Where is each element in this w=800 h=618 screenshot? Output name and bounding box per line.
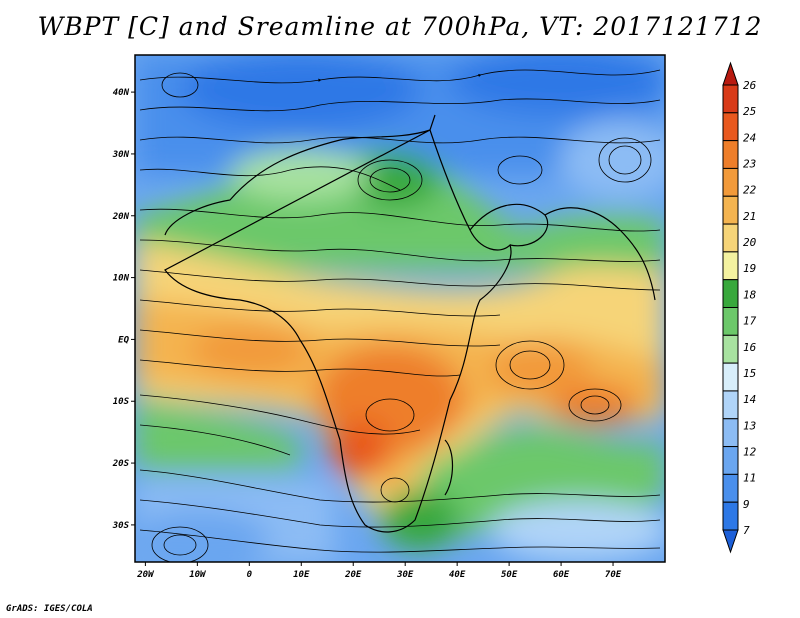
colorbar-box bbox=[722, 195, 739, 225]
colorbar-label: 21 bbox=[743, 210, 756, 223]
lat-tick-label: 30N bbox=[112, 150, 130, 160]
coastlines bbox=[164, 114, 656, 533]
lat-tick-label: 20S bbox=[112, 459, 130, 469]
colorbar-box bbox=[722, 446, 739, 475]
colorbar-box bbox=[722, 279, 739, 308]
lon-tick-label: 10E bbox=[293, 570, 310, 580]
colorbar-box bbox=[722, 418, 739, 448]
wbpt-shading bbox=[135, 55, 665, 562]
colorbar-top-arrow bbox=[722, 61, 739, 86]
lon-tick-label: 70E bbox=[605, 570, 622, 580]
colorbar-box bbox=[722, 501, 739, 531]
colorbar-label: 22 bbox=[743, 184, 757, 197]
colorbar-label: 16 bbox=[743, 341, 757, 354]
lat-tick-label: EQ bbox=[118, 335, 129, 345]
lon-tick-label: 40E bbox=[449, 570, 466, 580]
colorbar-label: 14 bbox=[743, 393, 756, 406]
colorbar: 26 25 24 23 22 21 20 19 18 17 16 15 14 13 12 11 9 7 bbox=[722, 61, 757, 554]
colorbar-box bbox=[722, 140, 739, 169]
colorbar-label: 25 bbox=[743, 105, 756, 118]
lon-tick-label: 0 bbox=[247, 570, 253, 580]
colorbar-label: 11 bbox=[743, 472, 756, 485]
colorbar-label: 9 bbox=[743, 498, 750, 511]
lat-tick-label: 30S bbox=[112, 521, 130, 531]
colorbar-box bbox=[722, 251, 739, 281]
colorbar-label: 26 bbox=[743, 79, 757, 92]
lon-tick-label: 20E bbox=[344, 570, 362, 580]
colorbar-box bbox=[722, 84, 739, 114]
lat-tick-label: 40N bbox=[113, 88, 130, 98]
lon-tick-label: 50E bbox=[501, 570, 518, 580]
colorbar-box bbox=[722, 362, 739, 392]
lon-tick-label: 20W bbox=[136, 570, 155, 580]
colorbar-label: 17 bbox=[743, 315, 757, 328]
lat-tick-label: 10N bbox=[113, 274, 130, 284]
colorbar-label: 20 bbox=[743, 236, 757, 249]
colorbar-label: 7 bbox=[743, 524, 750, 537]
colorbar-label: 15 bbox=[743, 367, 756, 380]
streamlines bbox=[139, 69, 661, 562]
longitude-axis: 20W 10W 0 10E 20E 30E 40E 50E 60E 70E bbox=[136, 562, 622, 580]
lat-tick-label: 20N bbox=[112, 212, 130, 222]
colorbar-label: 24 bbox=[743, 131, 756, 144]
colorbar-box bbox=[722, 334, 739, 364]
colorbar-box bbox=[722, 390, 739, 420]
grads-footer: GrADS: IGES/COLA bbox=[6, 604, 93, 614]
lon-tick-label: 60E bbox=[553, 570, 570, 580]
colorbar-label: 12 bbox=[743, 445, 757, 458]
lat-tick-label: 10S bbox=[113, 397, 130, 407]
colorbar-bottom-arrow bbox=[722, 529, 739, 554]
lon-tick-label: 30E bbox=[396, 570, 414, 580]
colorbar-box bbox=[722, 473, 739, 503]
map-title: WBPT [C] and Sreamline at 700hPa, VT: 20… bbox=[37, 12, 763, 41]
colorbar-label: 19 bbox=[743, 262, 756, 275]
colorbar-box bbox=[722, 307, 739, 336]
lon-tick-label: 10W bbox=[189, 570, 207, 580]
map-frame bbox=[134, 54, 666, 563]
latitude-axis: 40N 30N 20N 10N EQ 10S 20S 30S bbox=[112, 88, 135, 531]
colorbar-box bbox=[722, 112, 739, 142]
colorbar-label: 13 bbox=[743, 419, 756, 432]
colorbar-label: 23 bbox=[743, 158, 756, 171]
colorbar-label: 18 bbox=[743, 288, 757, 301]
colorbar-box bbox=[722, 223, 739, 253]
colorbar-box bbox=[722, 167, 739, 197]
